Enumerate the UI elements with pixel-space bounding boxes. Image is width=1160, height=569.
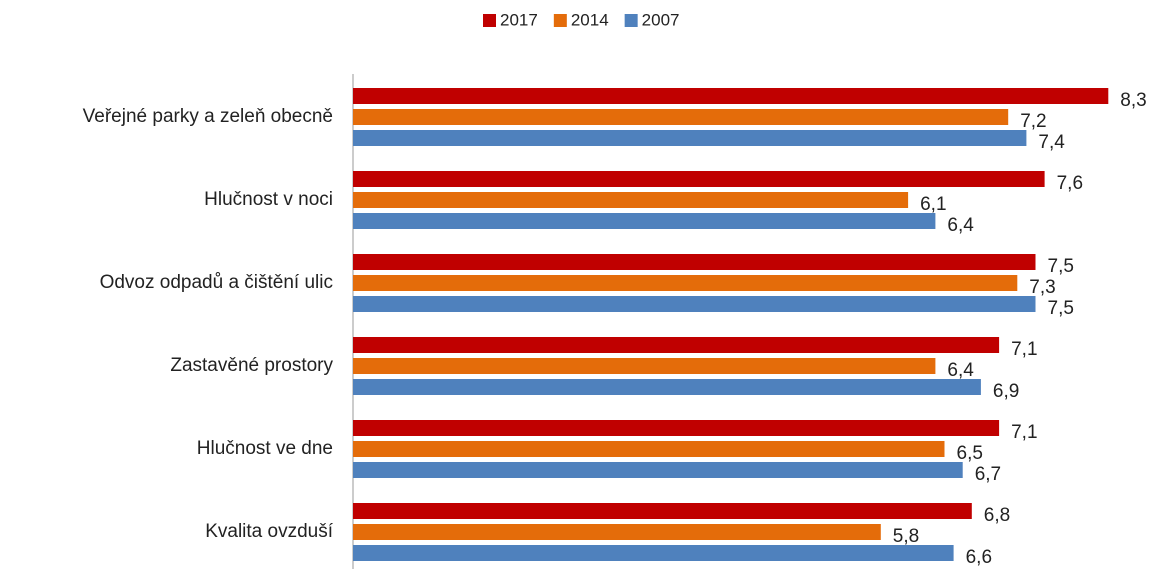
- bar: [353, 358, 936, 374]
- data-label: 7,6: [1057, 173, 1083, 194]
- data-label: 6,8: [984, 505, 1010, 526]
- bar: [353, 254, 1036, 270]
- bar: [353, 524, 881, 540]
- bar: [353, 171, 1045, 187]
- data-label: 7,4: [1038, 132, 1065, 153]
- data-label: 6,4: [947, 360, 974, 381]
- legend-swatch: [624, 14, 638, 27]
- y-tick-label: Odvoz odpadů a čištění ulic: [100, 272, 333, 293]
- data-label: 6,9: [993, 381, 1019, 402]
- bar: [353, 441, 945, 457]
- bar: [353, 88, 1109, 104]
- bar: [353, 462, 963, 478]
- data-label: 6,4: [947, 215, 974, 236]
- bar: [353, 545, 954, 561]
- bar: [353, 192, 909, 208]
- bar: [353, 503, 972, 519]
- legend: 2017 2014 2007: [483, 10, 679, 29]
- data-label: 6,6: [966, 547, 992, 568]
- data-label: 7,3: [1029, 277, 1055, 298]
- legend-label: 2014: [571, 10, 609, 29]
- y-tick-label: Kvalita ovzduší: [205, 521, 334, 542]
- data-label: 8,3: [1120, 90, 1146, 111]
- data-label: 5,8: [893, 526, 919, 547]
- legend-label: 2017: [500, 10, 538, 29]
- legend-swatch: [553, 14, 567, 27]
- legend-swatch: [483, 14, 496, 27]
- data-label: 6,1: [920, 194, 946, 215]
- legend-label: 2007: [642, 10, 680, 29]
- y-tick-label: Hlučnost v noci: [204, 189, 333, 210]
- y-tick-label: Zastavěné prostory: [170, 355, 333, 376]
- bar: [353, 337, 1000, 353]
- y-tick-label: Veřejné parky a zeleň obecně: [83, 106, 333, 127]
- data-label: 7,5: [1048, 298, 1074, 319]
- data-label: 7,5: [1048, 256, 1074, 277]
- bar: [353, 379, 981, 395]
- data-label: 6,7: [975, 464, 1001, 485]
- bar: [353, 213, 936, 229]
- data-label: 7,1: [1011, 422, 1037, 443]
- bar: [353, 275, 1018, 291]
- bar: [353, 130, 1027, 146]
- bar: [353, 109, 1009, 125]
- data-label: 6,5: [957, 443, 983, 464]
- data-label: 7,1: [1011, 339, 1037, 360]
- bar: [353, 296, 1036, 312]
- y-tick-label: Hlučnost ve dne: [197, 438, 333, 459]
- bar: [353, 420, 1000, 436]
- data-label: 7,2: [1020, 111, 1046, 132]
